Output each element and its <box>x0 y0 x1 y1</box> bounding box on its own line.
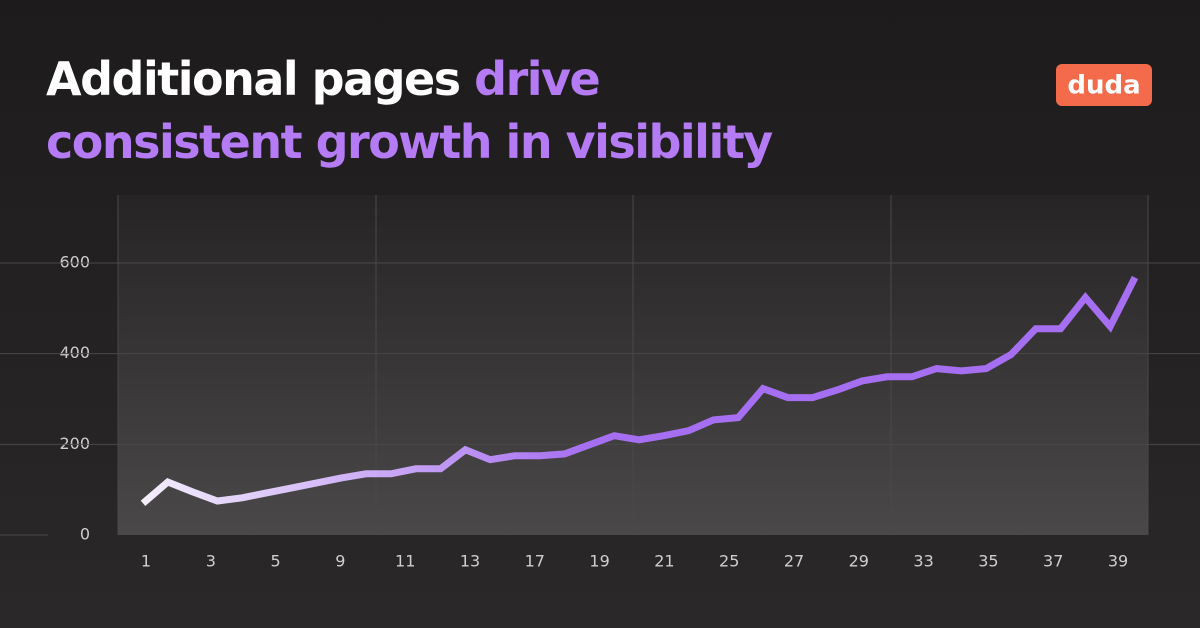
x-tick-label: 27 <box>784 552 804 571</box>
x-tick-label: 25 <box>719 552 739 571</box>
x-tick-label: 19 <box>589 552 609 571</box>
y-tick-label: 400 <box>59 343 90 362</box>
y-tick-label: 200 <box>59 434 90 453</box>
line <box>140 275 1139 506</box>
x-tick-label: 37 <box>1043 552 1063 571</box>
x-tick-label: 11 <box>395 552 415 571</box>
x-tick-label: 1 <box>141 552 151 571</box>
y-tick-label: 0 <box>80 525 90 544</box>
x-tick-label: 13 <box>460 552 480 571</box>
x-tick-label: 39 <box>1108 552 1128 571</box>
x-tick-label: 29 <box>849 552 869 571</box>
brand-badge <box>1056 64 1152 106</box>
chart-title: Additional pages drive consistent growth… <box>46 52 773 169</box>
y-tick-label: 600 <box>59 253 90 272</box>
x-tick-label: 9 <box>335 552 345 571</box>
title-part: drive <box>474 52 599 106</box>
x-tick-label: 21 <box>654 552 674 571</box>
x-tick-label: 33 <box>913 552 933 571</box>
title-part: consistent growth in visibility <box>46 115 773 169</box>
x-tick-label: 3 <box>206 552 216 571</box>
title-part: Additional pages <box>46 52 460 106</box>
brand-logo: duda <box>1067 71 1140 101</box>
x-tick-label: 17 <box>525 552 545 571</box>
x-tick-label: 5 <box>271 552 281 571</box>
x-tick-label: 35 <box>978 552 998 571</box>
